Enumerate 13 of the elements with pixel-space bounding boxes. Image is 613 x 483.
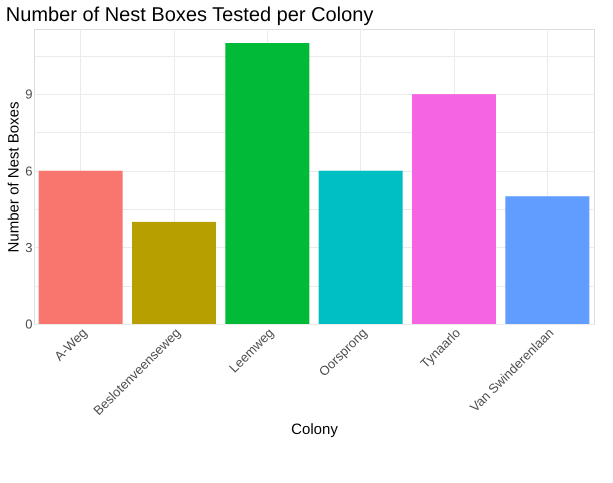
bar (505, 196, 590, 324)
y-tick-label: 9 (25, 86, 32, 102)
y-tick-label: 3 (25, 240, 32, 255)
bar (318, 170, 403, 324)
x-axis-title: Colony (291, 420, 338, 438)
bar (38, 170, 123, 324)
bar (132, 222, 216, 324)
y-tick-label: 0 (25, 316, 32, 332)
chart-title: Number of Nest Boxes Tested per Colony (6, 4, 374, 26)
y-tick-label: 6 (25, 163, 32, 178)
bar (225, 43, 310, 324)
y-axis-title: Number of Nest Boxes (5, 102, 22, 252)
bar (412, 94, 496, 324)
